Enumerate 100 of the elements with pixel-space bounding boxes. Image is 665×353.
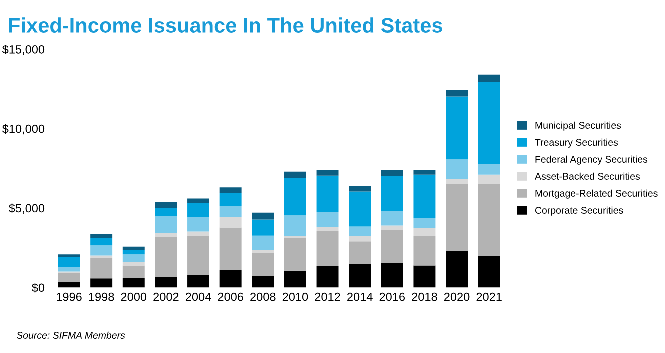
bar xyxy=(316,266,339,288)
bar xyxy=(90,234,113,238)
bar xyxy=(284,238,306,271)
bar xyxy=(316,227,339,232)
bar xyxy=(478,256,500,288)
x-tick-label: 2018 xyxy=(412,292,438,302)
x-tick-label: 2020 xyxy=(444,292,470,302)
bar xyxy=(349,226,372,236)
y-tick-label: $15,000 xyxy=(2,44,45,56)
x-tick-label: 2010 xyxy=(282,292,308,302)
bar xyxy=(414,218,436,228)
bar xyxy=(90,246,113,256)
bar xyxy=(478,174,500,184)
bar xyxy=(478,184,500,256)
bar xyxy=(284,178,306,216)
bar xyxy=(58,257,80,268)
bar xyxy=(220,270,242,288)
bar xyxy=(188,217,210,232)
x-tick-label: 2000 xyxy=(121,292,147,302)
bar xyxy=(252,220,274,236)
bar xyxy=(252,250,274,254)
bar xyxy=(155,208,178,216)
bar xyxy=(122,278,145,288)
bar xyxy=(220,193,242,207)
x-tick-label: 2002 xyxy=(154,292,179,302)
x-tick-label: 2021 xyxy=(476,292,502,302)
bar xyxy=(188,204,210,218)
x-tick-label: 1996 xyxy=(57,292,82,302)
bar xyxy=(316,231,339,266)
bar xyxy=(188,275,210,288)
x-tick-label: 2014 xyxy=(348,292,373,302)
bar xyxy=(478,164,500,175)
bar xyxy=(381,211,404,226)
bar xyxy=(414,266,436,288)
x-tick-label: 1998 xyxy=(89,292,114,302)
bar xyxy=(58,268,80,272)
bar xyxy=(188,198,210,204)
legend-label: Mortgage-Related Securities xyxy=(536,190,658,199)
legend-label: Corporate Securities xyxy=(535,206,624,216)
bar xyxy=(252,253,274,276)
bar xyxy=(155,277,178,288)
bar xyxy=(252,212,274,220)
chart-title: Fixed-Income Issuance In The United States xyxy=(9,18,442,33)
bar xyxy=(316,212,339,228)
bar xyxy=(188,232,210,237)
bar xyxy=(220,217,242,228)
bar xyxy=(155,216,178,234)
bar xyxy=(414,170,436,175)
bar xyxy=(381,170,404,176)
bar xyxy=(122,250,145,255)
legend-label: Asset-Backed Securities xyxy=(534,172,640,180)
x-tick-label: 2008 xyxy=(250,292,276,302)
bar xyxy=(478,74,500,82)
bar xyxy=(58,273,80,282)
x-tick-label: 2016 xyxy=(380,292,406,302)
bar xyxy=(478,82,500,164)
bar xyxy=(122,246,145,250)
bar xyxy=(349,264,372,288)
bar xyxy=(349,236,372,242)
bar xyxy=(284,172,306,178)
bar xyxy=(155,234,178,238)
bar xyxy=(414,228,436,237)
bar xyxy=(122,262,145,266)
x-tick-label: 2006 xyxy=(218,292,244,302)
bar xyxy=(155,202,178,208)
bar xyxy=(284,216,306,237)
x-tick-label: 2012 xyxy=(315,292,340,302)
y-tick-label: $5,000 xyxy=(9,204,45,214)
bar xyxy=(220,206,242,218)
bar xyxy=(381,230,404,264)
bar xyxy=(446,251,468,288)
bar xyxy=(446,90,468,97)
bar xyxy=(349,192,372,227)
bar xyxy=(414,236,436,266)
bar xyxy=(90,278,113,288)
bar xyxy=(122,266,145,278)
legend-label: Federal Agency Securities xyxy=(536,156,648,165)
bar xyxy=(252,236,274,250)
bar xyxy=(381,226,404,231)
bar xyxy=(122,254,145,262)
bar xyxy=(90,238,113,246)
bar xyxy=(414,174,436,218)
bar xyxy=(381,176,404,212)
bar xyxy=(349,186,372,192)
bar xyxy=(220,228,242,270)
bar xyxy=(316,170,339,176)
bar xyxy=(446,96,468,160)
bar xyxy=(58,254,80,258)
bar xyxy=(220,188,242,194)
bar xyxy=(349,242,372,265)
legend-label: Treasury Securities xyxy=(535,138,618,148)
bar xyxy=(381,263,404,288)
bar xyxy=(316,176,339,212)
bar xyxy=(155,238,178,278)
bar xyxy=(446,160,468,180)
bar xyxy=(284,270,306,288)
bar xyxy=(188,236,210,276)
bar xyxy=(90,258,113,279)
bar xyxy=(446,179,468,184)
bar xyxy=(252,276,274,288)
